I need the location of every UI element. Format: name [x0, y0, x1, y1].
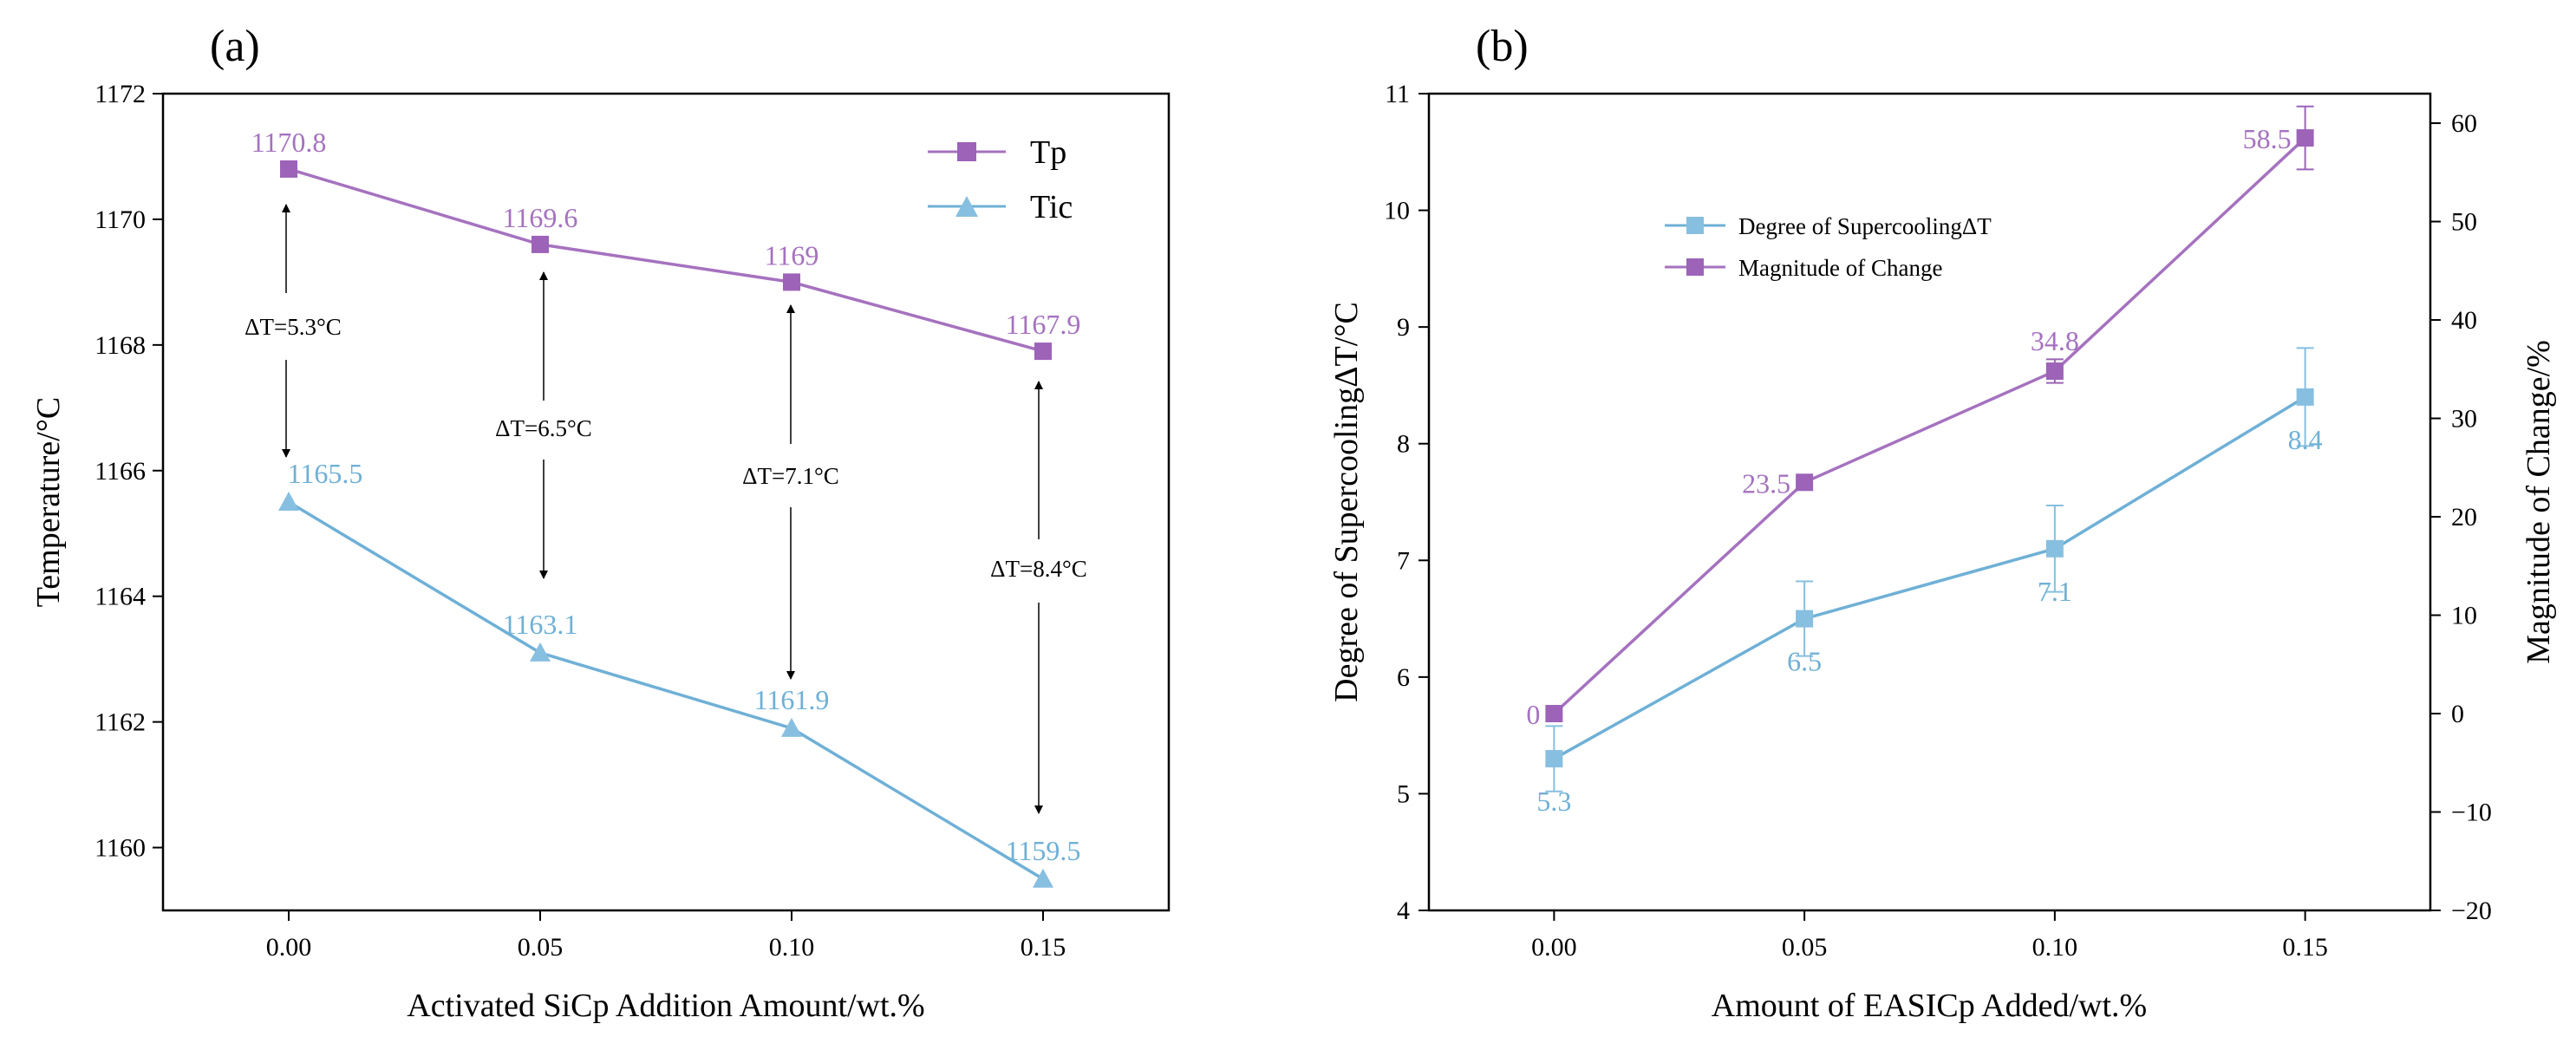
chart-b-y2tick-label: 60 [2451, 109, 2477, 138]
chart-b-ytick-label: 8 [1397, 430, 1410, 459]
chart-a-ytick-label: 1162 [95, 708, 146, 737]
series-tic-data-label: 1159.5 [1006, 835, 1081, 866]
legend-tp-marker [957, 142, 976, 161]
chart-a-ytick-label: 1166 [95, 457, 146, 486]
delta-label-3: ΔT=7.1°C [742, 463, 839, 489]
series-magnitude-data-label: 58.5 [2243, 123, 2292, 154]
chart-a-ytick-label: 1164 [95, 583, 146, 611]
series-magnitude-data-label: 23.5 [1742, 467, 1790, 499]
chart-a-axes: 0.00 0.05 0.10 0.15 1160 1162 1164 1166 1168 1170… [95, 80, 1066, 962]
chart-a-ytick-label: 1170 [95, 205, 146, 234]
delta-label-1: ΔT=5.3°C [245, 314, 342, 340]
series-magnitude-point [1545, 705, 1563, 723]
chart-b-ylabel: Degree of SupercoolingΔT/°C [1328, 302, 1365, 702]
chart-b-y2tick-label: 20 [2451, 503, 2477, 532]
chart-b-ytick-label: 11 [1385, 80, 1410, 108]
chart-b-y2tick-label: −10 [2451, 799, 2492, 827]
delta-label-2: ΔT=6.5°C [495, 415, 592, 441]
series-tic-point [278, 492, 299, 511]
chart-b-y2tick-label: −20 [2451, 897, 2492, 925]
chart-a-ylabel: Temperature/°C [30, 397, 67, 608]
chart-b-xtick-label: 0.10 [2032, 933, 2078, 962]
series-supercooling-line [1553, 395, 2306, 760]
legend-tic-marker [955, 196, 978, 217]
chart-a-xtick-label: 0.10 [769, 933, 815, 962]
series-tp-data-label: 1167.9 [1006, 309, 1081, 340]
chart-b-y2tick-label: 40 [2451, 306, 2477, 335]
chart-a-plot-frame [161, 92, 1171, 912]
chart-b-series: 5.3 6.5 7.1 8.4 0 23.5 34.8 58.5 [1526, 105, 2323, 817]
series-tic-data-label: 1165.5 [288, 458, 363, 489]
series-tp-point [280, 160, 297, 178]
chart-a-panel-label: (a) [210, 22, 260, 71]
chart-b-ytick-label: 7 [1397, 546, 1410, 575]
chart-a-series: 1170.8 1169.6 1169 1167.9 1165.5 1163.1 1161.9… [251, 127, 1081, 888]
series-magnitude-point [2045, 362, 2064, 381]
chart-a-ytick-label: 1172 [95, 80, 146, 108]
series-tic-line [288, 500, 1044, 881]
chart-a-ytick-label: 1168 [95, 331, 146, 360]
chart-b-y2tick-label: 50 [2451, 208, 2477, 237]
series-supercooling-point [2045, 539, 2064, 558]
chart-a-ytick-label: 1160 [95, 834, 146, 863]
chart-a-xtick-label: 0.05 [518, 933, 564, 962]
series-tp-data-label: 1170.8 [251, 127, 327, 158]
chart-a-xlabel: Activated SiCp Addition Amount/wt.% [407, 988, 924, 1024]
series-magnitude-point [1796, 473, 1814, 492]
chart-b-ytick-label: 10 [1384, 197, 1410, 225]
series-magnitude-point [2296, 129, 2314, 147]
chart-b-axes: 0.00 0.05 0.10 0.15 4 5 6 7 8 9 10 11 −20 −10 0 10 20 30 4… [1384, 80, 2492, 962]
series-tp-point [1034, 342, 1052, 361]
legend-supercooling-label: Degree of SupercoolingΔT [1738, 213, 1992, 239]
series-supercooling-data-label: 7.1 [2038, 576, 2072, 607]
chart-b-xtick-label: 0.15 [2282, 933, 2328, 962]
legend-tic-label: Tic [1030, 189, 1073, 225]
chart-b-ytick-label: 6 [1397, 663, 1410, 692]
series-tic-data-label: 1161.9 [754, 684, 830, 715]
chart-b: (b) 0.00 0.05 0.10 0.15 4 5 6 7 8 9 10 11 −20 −10 0 10 2… [1328, 22, 2557, 1024]
legend-tp-label: Tp [1030, 134, 1066, 171]
series-tp-data-label: 1169.6 [503, 202, 578, 233]
series-supercooling-point [2296, 388, 2314, 406]
chart-b-xtick-label: 0.05 [1782, 933, 1828, 962]
series-tic-point [530, 642, 551, 662]
chart-a-delta-annotations: ΔT=5.3°C ΔT=6.5°C ΔT=7.1°C ΔT=8.4°C [245, 204, 1087, 814]
series-tp-data-label: 1169 [765, 239, 819, 271]
chart-b-ytick-label: 9 [1397, 313, 1410, 342]
chart-b-xlabel: Amount of EASICp Added/wt.% [1712, 988, 2147, 1024]
chart-b-plot-frame [1427, 92, 2432, 912]
chart-b-ytick-label: 5 [1397, 779, 1410, 808]
series-tic-point [1033, 868, 1053, 888]
series-tp-point [532, 235, 549, 253]
chart-a-xtick-label: 0.15 [1021, 933, 1066, 962]
series-supercooling-data-label: 5.3 [1536, 786, 1571, 817]
legend-magnitude-marker [1686, 258, 1704, 276]
chart-b-ytick-label: 4 [1397, 897, 1410, 925]
chart-b-legend: Degree of SupercoolingΔT Magnitude of Ch… [1665, 213, 1992, 281]
series-supercooling-point [1545, 750, 1563, 768]
series-supercooling-data-label: 8.4 [2288, 424, 2323, 455]
chart-b-y2tick-label: 0 [2451, 700, 2464, 728]
chart-b-panel-label: (b) [1476, 22, 1529, 71]
series-magnitude-data-label: 34.8 [2031, 325, 2079, 356]
series-magnitude-line [1553, 136, 2306, 715]
chart-b-y2tick-label: 10 [2451, 602, 2477, 630]
chart-a-xtick-label: 0.00 [266, 933, 312, 962]
chart-b-xtick-label: 0.00 [1531, 933, 1577, 962]
delta-label-4: ΔT=8.4°C [990, 556, 1087, 582]
chart-a-legend: Tp Tic [928, 134, 1073, 225]
series-tic-point [781, 717, 802, 737]
series-supercooling-data-label: 6.5 [1787, 646, 1822, 677]
series-tp-line [288, 167, 1044, 353]
legend-supercooling-marker [1686, 217, 1704, 234]
series-tp-point [783, 273, 800, 291]
chart-b-y2tick-label: 30 [2451, 405, 2477, 434]
series-magnitude-data-label: 0 [1526, 699, 1540, 730]
chart-a: (a) 0.00 0.05 0.10 0.15 1160 1162 1164 1166 1168… [30, 22, 1171, 1024]
series-tic-data-label: 1163.1 [503, 609, 578, 640]
legend-magnitude-label: Magnitude of Change [1738, 255, 1942, 281]
series-supercooling-point [1796, 610, 1814, 628]
chart-b-y2label: Magnitude of Change/% [2521, 340, 2557, 664]
